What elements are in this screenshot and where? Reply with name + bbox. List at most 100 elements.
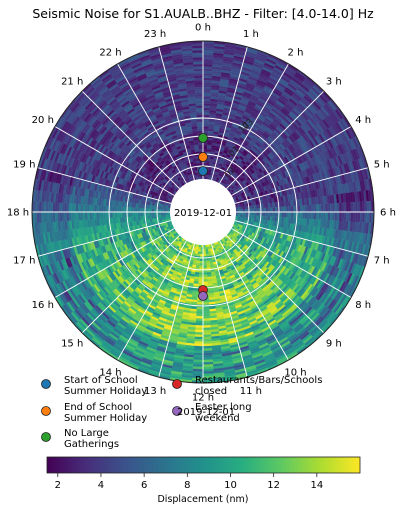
- heat-cell: [251, 208, 255, 213]
- heat-cell: [68, 203, 72, 213]
- heat-cell: [202, 334, 212, 338]
- heat-cell: [334, 211, 338, 221]
- heat-cell: [343, 202, 347, 213]
- heat-cell: [329, 211, 333, 221]
- heat-cell: [320, 203, 324, 213]
- heat-cell: [196, 258, 201, 262]
- heat-cell: [306, 204, 310, 213]
- heat-cell: [198, 144, 204, 148]
- heat-cell: [93, 204, 97, 213]
- heat-cell: [194, 79, 204, 83]
- heat-cell: [59, 211, 63, 222]
- heat-cell: [350, 211, 354, 222]
- heat-cell: [202, 84, 212, 88]
- heat-cell: [202, 162, 207, 166]
- heat-cell: [196, 309, 204, 312]
- heat-cell: [93, 211, 97, 220]
- heat-cell: [350, 202, 354, 213]
- heat-cell: [130, 211, 134, 217]
- heat-cell: [261, 207, 264, 213]
- heat-cell: [114, 211, 118, 218]
- heat-cell: [197, 246, 201, 250]
- heat-cell: [195, 98, 204, 102]
- heat-cell: [75, 211, 79, 221]
- heat-cell: [198, 274, 204, 278]
- heat-cell: [153, 214, 157, 219]
- heat-cell: [318, 204, 322, 213]
- heat-cell: [158, 206, 162, 210]
- heat-cell: [352, 201, 356, 213]
- heat-cell: [202, 354, 213, 358]
- heat-cell: [242, 206, 246, 210]
- heat-cell: [202, 320, 211, 324]
- heat-cell: [279, 206, 283, 213]
- heat-cell: [165, 214, 169, 218]
- heat-cell: [267, 211, 271, 217]
- heat-cell: [82, 203, 86, 213]
- heat-cell: [202, 59, 214, 63]
- heat-cell: [193, 345, 204, 349]
- heat-cell: [194, 329, 204, 333]
- heat-cell: [202, 274, 208, 278]
- heat-cell: [304, 205, 308, 213]
- heat-cell: [311, 204, 315, 213]
- heat-cell: [286, 211, 290, 218]
- heat-cell: [130, 207, 134, 213]
- heat-cell: [202, 348, 213, 351]
- heat-cell: [196, 313, 204, 317]
- heat-cell: [110, 211, 113, 219]
- heat-cell: [50, 211, 54, 223]
- heat-cell: [198, 148, 204, 152]
- heat-cell: [202, 56, 214, 60]
- heat-cell: [112, 205, 116, 213]
- heat-cell: [281, 211, 285, 218]
- heat-cell: [202, 128, 209, 132]
- heat-cell: [202, 79, 212, 83]
- heat-cell: [244, 206, 248, 210]
- heat-cell: [202, 361, 214, 365]
- heat-cell: [272, 211, 276, 217]
- heat-cell: [146, 211, 150, 216]
- heat-cell: [202, 146, 208, 150]
- heat-cell: [313, 211, 317, 220]
- heat-cell: [202, 93, 211, 97]
- heat-cell: [194, 332, 204, 335]
- heat-cell: [202, 329, 212, 333]
- heat-cell: [135, 211, 139, 217]
- heat-cell: [300, 205, 303, 213]
- heat-cell: [202, 102, 211, 106]
- heat-cell: [242, 214, 246, 218]
- heat-cell: [196, 306, 204, 310]
- heat-cell: [193, 359, 204, 363]
- heat-cell: [202, 332, 212, 335]
- heat-cell: [195, 96, 204, 99]
- heat-cell: [300, 211, 303, 219]
- heat-cell: [193, 66, 204, 70]
- heat-cell: [167, 214, 171, 217]
- heat-cell: [91, 204, 95, 213]
- heat-cell: [325, 211, 329, 221]
- heat-cell: [195, 325, 204, 328]
- heat-cell: [196, 109, 204, 113]
- heat-cell: [251, 215, 255, 219]
- heat-cell: [202, 148, 208, 152]
- heat-cell: [202, 338, 212, 342]
- heat-cell: [196, 162, 201, 166]
- heat-cell: [202, 82, 212, 86]
- heat-cell: [202, 350, 213, 354]
- heat-cell: [61, 211, 65, 222]
- heat-cell: [77, 203, 81, 213]
- heat-cell: [199, 258, 204, 262]
- heat-cell: [341, 202, 345, 213]
- heat-cell: [348, 211, 352, 222]
- heat-cell: [96, 211, 100, 220]
- heat-cell: [195, 322, 204, 326]
- heat-cell: [293, 205, 296, 213]
- heat-cell: [89, 211, 93, 220]
- heat-cell: [197, 249, 201, 252]
- heat-cell: [202, 336, 212, 340]
- heat-cell: [121, 211, 125, 218]
- heat-cell: [283, 211, 287, 218]
- heat-cell: [202, 96, 211, 99]
- heat-cell: [265, 207, 269, 213]
